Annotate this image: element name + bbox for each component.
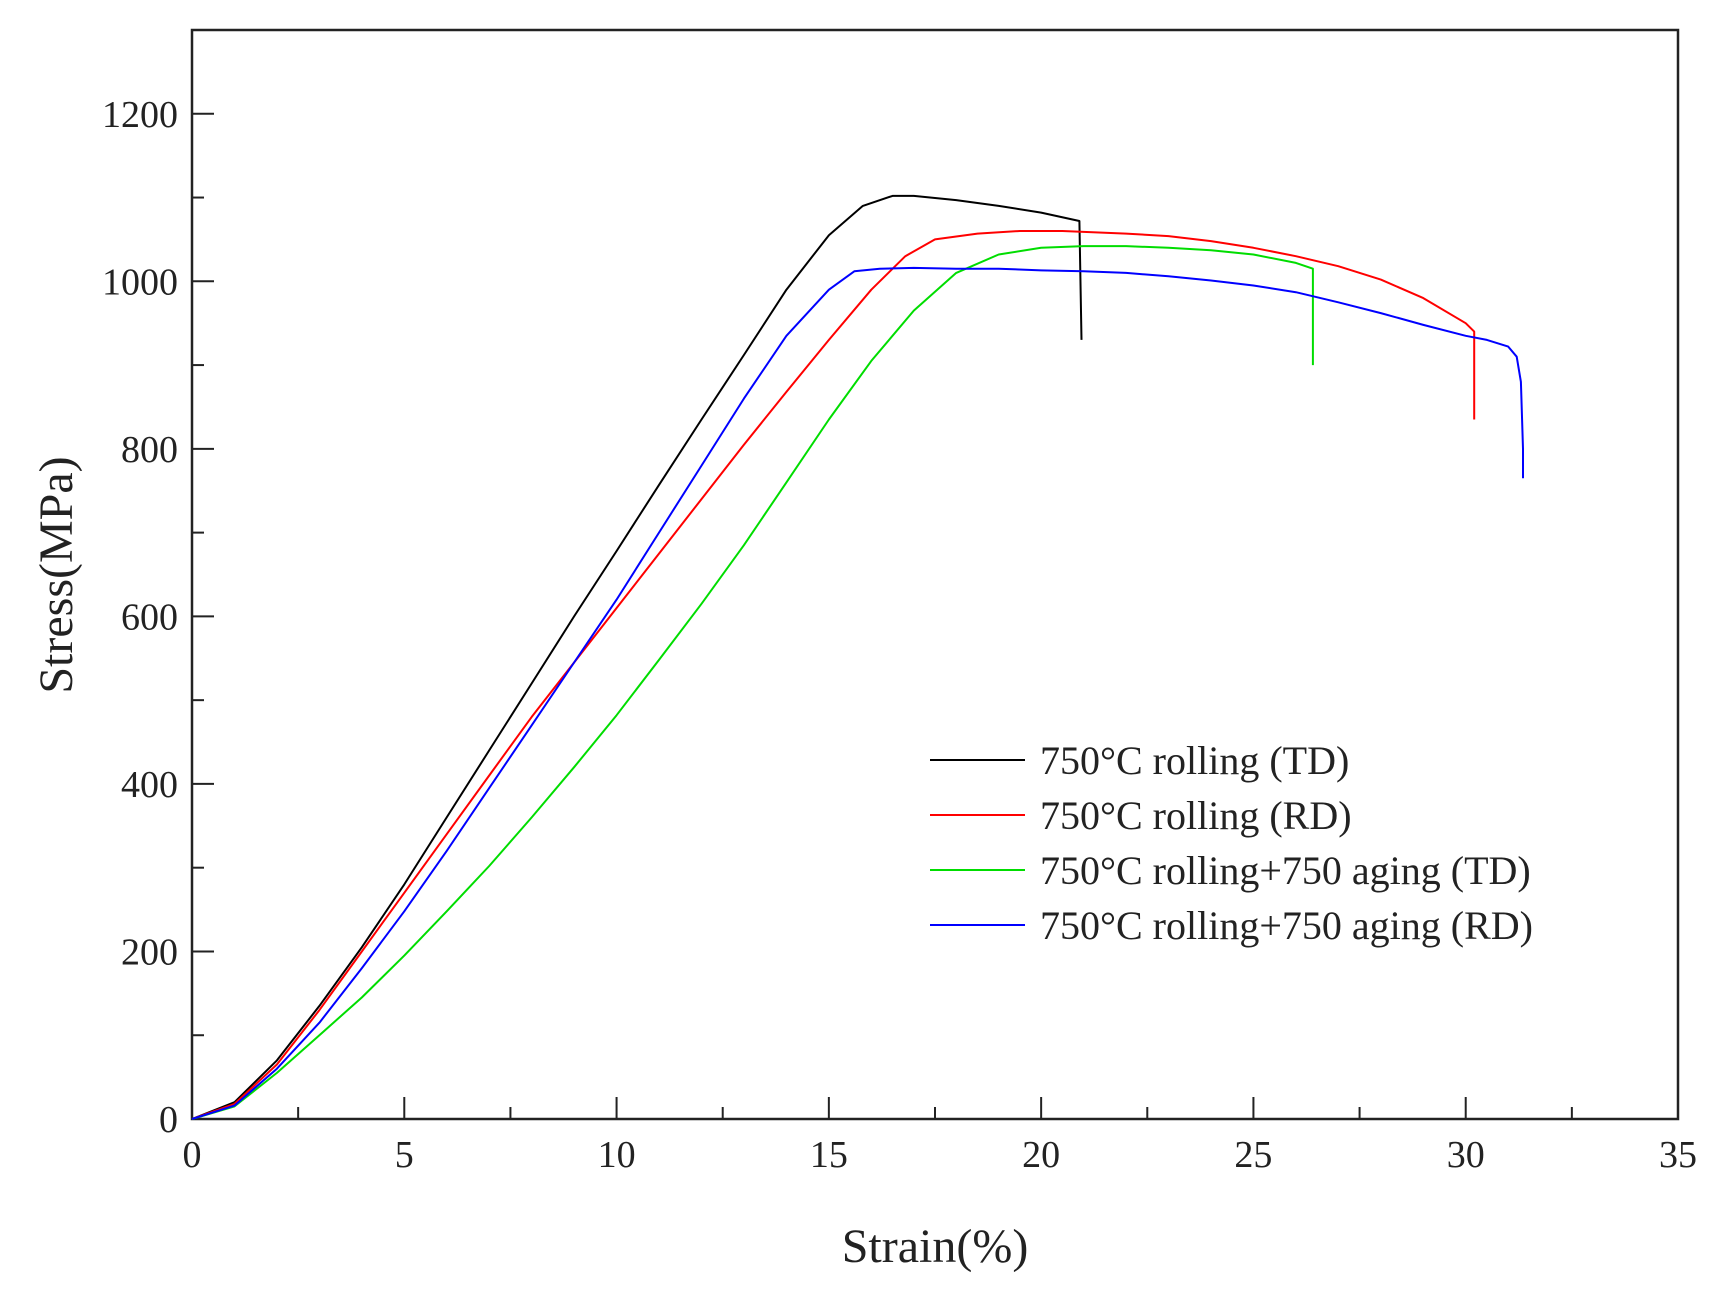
legend-label-4: 750°C rolling+750 aging (RD) bbox=[1040, 903, 1533, 948]
y-axis-title: Stress(MPa) bbox=[30, 456, 83, 693]
legend-label-2: 750°C rolling (RD) bbox=[1040, 793, 1352, 838]
x-tick-label: 20 bbox=[1022, 1134, 1060, 1176]
y-tick-label: 600 bbox=[121, 596, 178, 638]
series-line-4 bbox=[191, 266, 1524, 1120]
x-axis-title: Strain(%) bbox=[842, 1220, 1029, 1273]
x-tick-label: 15 bbox=[810, 1134, 848, 1176]
y-tick-label: 200 bbox=[121, 931, 178, 973]
x-tick-label: 25 bbox=[1234, 1134, 1272, 1176]
plot-frame bbox=[190, 28, 1680, 1121]
y-axis-ticks: 0 200 400 600 800 1000 1200 bbox=[102, 29, 214, 1141]
x-tick-label: 10 bbox=[598, 1134, 636, 1176]
y-tick-label: 400 bbox=[121, 764, 178, 806]
legend: 750°C rolling (TD) 750°C rolling (RD) 750°… bbox=[930, 738, 1533, 948]
y-tick-label: 800 bbox=[121, 429, 178, 471]
series-line-1 bbox=[191, 194, 1083, 1120]
y-tick-label: 1200 bbox=[102, 94, 178, 136]
x-tick-label: 0 bbox=[183, 1134, 202, 1176]
series-line-2 bbox=[191, 230, 1476, 1120]
series-lines bbox=[191, 194, 1524, 1120]
x-tick-label: 35 bbox=[1659, 1134, 1697, 1176]
x-axis-ticks: 0 5 10 15 20 25 30 35 bbox=[183, 1097, 1697, 1176]
legend-label-3: 750°C rolling+750 aging (TD) bbox=[1040, 848, 1531, 893]
legend-label-1: 750°C rolling (TD) bbox=[1040, 738, 1349, 783]
x-tick-label: 5 bbox=[395, 1134, 414, 1176]
x-tick-label: 30 bbox=[1447, 1134, 1485, 1176]
y-tick-label: 0 bbox=[159, 1099, 178, 1141]
series-line-3 bbox=[191, 245, 1314, 1120]
y-tick-label: 1000 bbox=[102, 261, 178, 303]
